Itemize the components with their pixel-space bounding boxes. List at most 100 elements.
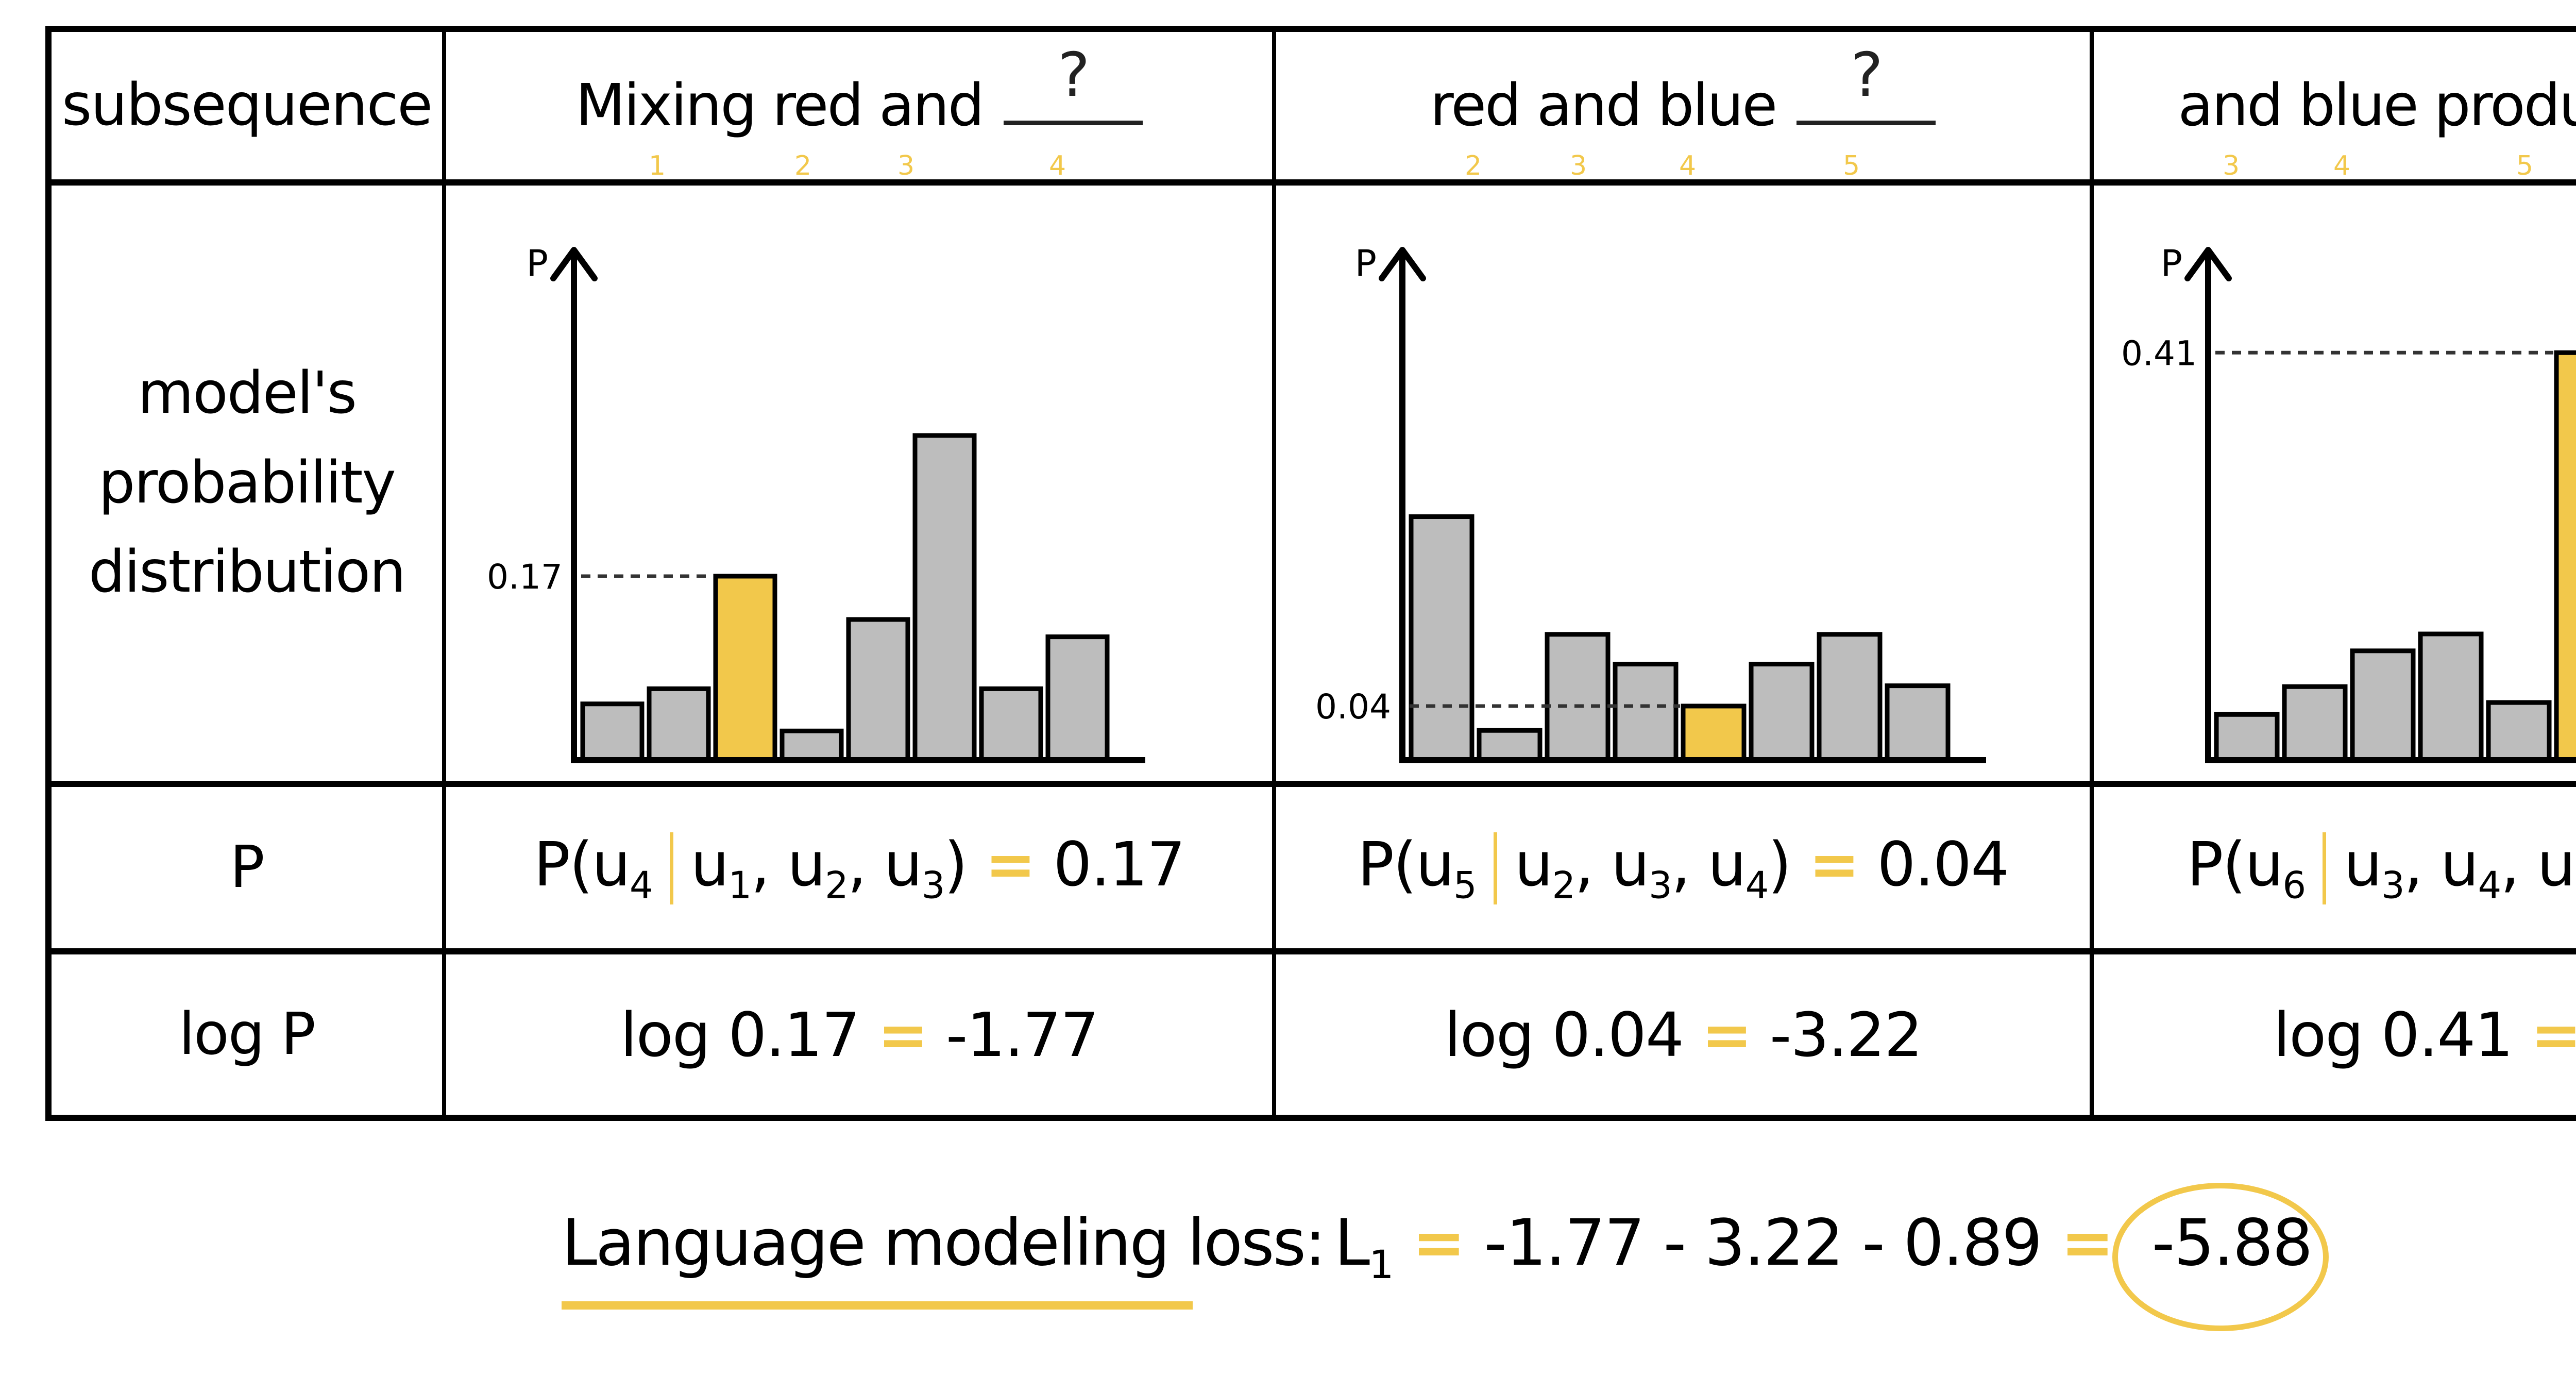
target-subscript: 6: [2282, 863, 2306, 907]
probability-value: 0.17: [1053, 828, 1185, 900]
subsequence-cell-2: red and blue? 2 3 4 5: [1276, 32, 2090, 181]
row-label-distribution: model's probability distribution: [52, 186, 442, 781]
loss-term: - 0.89: [1862, 1206, 2042, 1280]
bar-ability: [580, 701, 645, 763]
bar-purple: [1749, 662, 1815, 763]
bar-ability: [2214, 712, 2280, 763]
token-index: 3: [1570, 150, 1587, 181]
log-probability-3: log 0.41 = -0.89: [2094, 954, 2576, 1115]
bar-apple: [647, 686, 711, 763]
context-subscript: 1: [728, 863, 752, 907]
blank-slot: ?: [1003, 39, 1143, 125]
bar-blue: [2350, 648, 2416, 763]
given-bar: [669, 832, 673, 905]
column-divider: [442, 26, 446, 1121]
log-value: -3.22: [1769, 999, 1923, 1070]
equals-sign: =: [1701, 999, 1752, 1070]
target-subscript: 5: [1453, 863, 1477, 907]
row-divider: [45, 781, 2576, 787]
loss-term: - 3.22: [1663, 1206, 1843, 1280]
probability-value: 0.04: [1877, 828, 2009, 900]
bar-purple: [2554, 350, 2576, 763]
bar-blue: [1545, 632, 1611, 763]
context-subscript: 3: [921, 863, 945, 907]
bar-ellipsisellipsisellipsis: [2418, 631, 2484, 763]
annotation-value-label: 0.04: [1315, 687, 1391, 727]
log-value: -1.77: [945, 999, 1099, 1070]
equals-sign: =: [877, 999, 928, 1070]
subsequence-text: red and blue?: [1430, 39, 1936, 139]
y-axis-arrow-icon: [2184, 247, 2232, 281]
row-label-text: subsequence: [61, 72, 433, 139]
log-text: log 0.17 = -1.77: [620, 999, 1099, 1070]
equals-sign: =: [1412, 1206, 1466, 1280]
bar-ellipsisellipsisellipsis: [779, 728, 844, 763]
context-subscript: 3: [2381, 863, 2405, 907]
bar-blue: [713, 574, 777, 763]
context-subscript: 4: [2478, 863, 2502, 907]
equals-sign: =: [985, 828, 1036, 900]
blank-slot: ?: [1797, 39, 1936, 125]
log-argument: 0.17: [728, 999, 860, 1070]
bar-zebra: [1885, 683, 1951, 763]
equals-sign: =: [2060, 1206, 2114, 1280]
subsequence-words: Mixing red and: [575, 72, 985, 139]
equals-sign: =: [1809, 828, 1860, 900]
bar-produce: [2486, 700, 2552, 763]
token-index: 1: [649, 150, 666, 181]
bar-produce: [1681, 703, 1747, 763]
context-subscript: 2: [825, 863, 849, 907]
given-bar: [1493, 832, 1497, 905]
token-index: 4: [1049, 150, 1066, 181]
token-index: 2: [1465, 150, 1482, 181]
table-frame: [45, 26, 2576, 1121]
context-subscript: 2: [1552, 863, 1575, 907]
probability-chart-3: abilityappleblue...producepurple...zebra…: [2121, 242, 2576, 763]
y-axis-arrow-icon: [1379, 247, 1426, 281]
target-subscript: 4: [629, 863, 653, 907]
loss-term: -1.77: [1484, 1206, 1645, 1280]
probability-formula-2: P(u5 u2, u3, u4) = 0.04: [1276, 787, 2090, 948]
y-axis-label: P: [527, 242, 548, 284]
row-label-text: log P: [179, 1000, 316, 1068]
log-text: log 0.04 = -3.22: [1444, 999, 1923, 1070]
loss-label-underline: [562, 1301, 1193, 1310]
loss-label: Language modeling loss:: [562, 1206, 1326, 1280]
token-index: 2: [794, 150, 812, 181]
token-index: 3: [2223, 150, 2240, 181]
subsequence-words: and blue produces: [2178, 72, 2576, 139]
token-index: 4: [1679, 150, 1697, 181]
context-subscript: 4: [1745, 863, 1769, 907]
bar-ellipsisellipsisellipsis: [1613, 662, 1679, 763]
bar-ability: [1409, 514, 1475, 763]
loss-symbol-subscript: 1: [1369, 1241, 1394, 1287]
log-probability-2: log 0.04 = -3.22: [1276, 954, 2090, 1115]
row-divider: [45, 179, 2576, 186]
bar-ellipsisellipsisellipsis: [1817, 632, 1883, 763]
subsequence-cell-1: Mixing red and? 1 2 3 4: [446, 32, 1272, 181]
row-label-logp: log P: [52, 954, 442, 1115]
context-subscript: 5: [2574, 863, 2576, 907]
probability-chart-1: abilityappleblue...producepurple...zebra…: [487, 242, 1145, 763]
annotation-value-label: 0.17: [487, 557, 563, 597]
y-axis-arrow-icon: [550, 247, 598, 281]
y-axis-label: P: [2161, 242, 2182, 284]
context-subscript: 3: [1649, 863, 1672, 907]
token-index: 5: [1843, 150, 1860, 181]
row-label-line: model's: [138, 360, 357, 427]
log-argument: 0.04: [1552, 999, 1684, 1070]
loss-symbol: L: [1334, 1206, 1370, 1280]
bar-apple: [1477, 728, 1543, 763]
subsequence-text: Mixing red and?: [575, 39, 1143, 139]
bar-produce: [846, 617, 910, 763]
row-label-line: distribution: [88, 539, 406, 606]
result-highlight-circle: [2112, 1183, 2329, 1331]
question-mark: ?: [1058, 39, 1090, 110]
bar-zebra: [1045, 634, 1110, 763]
row-label-text: P: [230, 833, 265, 901]
column-divider: [1272, 26, 1276, 1121]
formula-text: P(u5 u2, u3, u4) = 0.04: [1357, 828, 2009, 907]
token-index: 3: [897, 150, 915, 181]
bar-ellipsisellipsisellipsis: [979, 686, 1043, 763]
